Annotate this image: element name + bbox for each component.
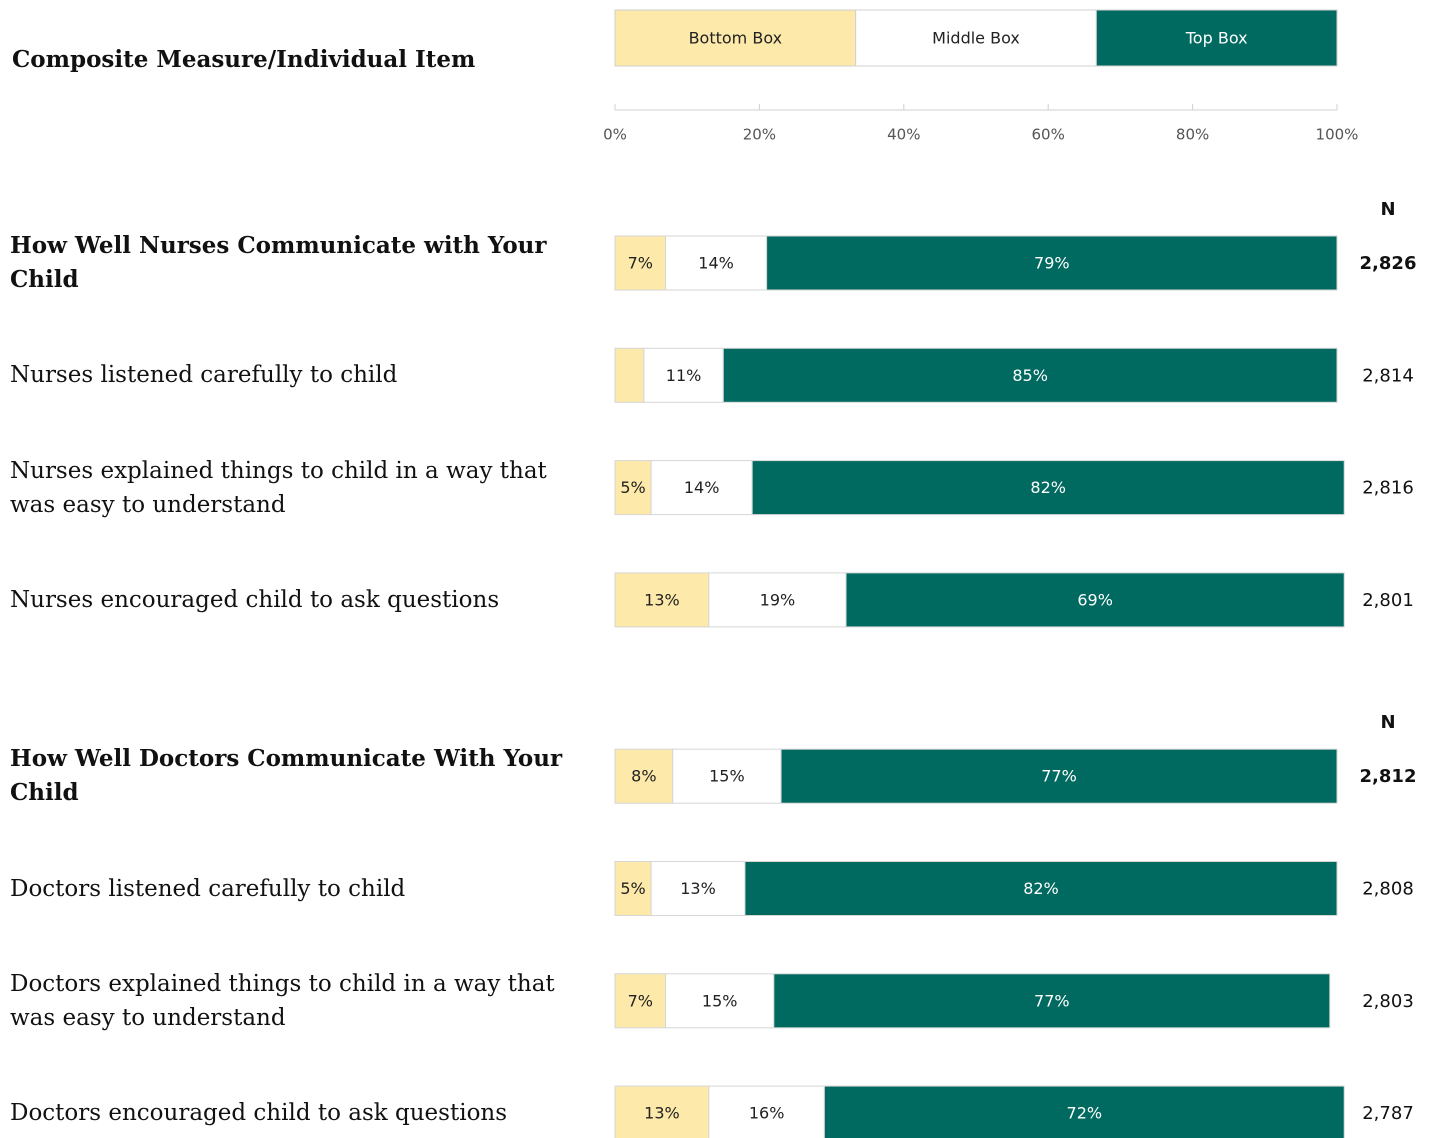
bar-value-label: 11% [666, 366, 702, 385]
x-tick-label: 0% [603, 126, 627, 144]
bar-value-label: 14% [684, 478, 720, 497]
bar-segment [722, 347, 1338, 403]
bar-value-label: 13% [680, 879, 716, 898]
bar-segment [823, 1085, 1345, 1138]
bar-value-label: 19% [760, 590, 796, 609]
bar-segment [751, 460, 1345, 516]
bar-value-label: 13% [644, 1104, 680, 1123]
bar-segment [650, 861, 746, 916]
bar-segment [650, 460, 753, 516]
bar-value-label: 79% [1034, 254, 1070, 273]
bar-segment [614, 460, 652, 516]
category-label: Doctors encouraged child to ask question… [10, 1100, 508, 1127]
bar-value-label: 14% [698, 254, 734, 273]
bar-value-label: 5% [620, 478, 645, 497]
bar-value-label: 13% [644, 590, 680, 609]
category-label: Doctors explained things to child in a w… [10, 970, 555, 1031]
bar-value-label: 8% [631, 767, 656, 786]
bar-value-label: 15% [709, 767, 745, 786]
n-value: 2,803 [1362, 991, 1414, 1012]
bar-segment [665, 235, 768, 291]
bar-value-label: 5% [620, 879, 645, 898]
n-value: 2,816 [1362, 478, 1414, 499]
bar-segment [614, 235, 667, 291]
category-label: Nurses explained things to child in a wa… [10, 457, 547, 518]
n-value: 2,812 [1360, 766, 1417, 787]
bar-value-label: 15% [702, 991, 738, 1010]
bar-segment [708, 572, 847, 628]
x-tick-label: 20% [743, 126, 776, 144]
x-tick-label: 100% [1316, 126, 1359, 144]
n-value: 2,801 [1362, 590, 1414, 611]
legend-label: Middle Box [932, 29, 1020, 48]
legend-label: Top Box [1185, 29, 1248, 48]
category-label: Nurses encouraged child to ask questions [10, 586, 500, 613]
bar-value-label: 82% [1030, 478, 1066, 497]
bar-value-label: 77% [1034, 991, 1070, 1010]
bar-value-label: 69% [1077, 590, 1113, 609]
bar-segment [845, 572, 1345, 628]
bar-value-label: 7% [628, 991, 653, 1010]
n-value: 2,787 [1362, 1103, 1414, 1124]
legend-swatch [614, 9, 857, 67]
n-value: 2,814 [1362, 365, 1414, 386]
bar-segment [766, 235, 1338, 291]
bar-segment [665, 973, 775, 1029]
bar-segment [708, 1085, 825, 1138]
bar-segment [614, 748, 674, 804]
bar-segment [614, 572, 710, 628]
x-tick-label: 40% [887, 126, 920, 144]
legend-swatch [1095, 9, 1338, 67]
x-tick-label: 80% [1176, 126, 1209, 144]
n-header: N [1380, 199, 1395, 220]
n-value: 2,826 [1360, 253, 1417, 274]
bar-value-label: 16% [749, 1104, 785, 1123]
category-label: How Well Nurses Communicate with Your Ch… [10, 232, 547, 293]
chart-title: Composite Measure/Individual Item [12, 46, 476, 73]
category-label: Doctors listened carefully to child [10, 875, 406, 902]
bar-value-label: 7% [628, 254, 653, 273]
bar-segment [780, 748, 1338, 804]
n-header: N [1380, 712, 1395, 733]
bar-segment [614, 347, 645, 403]
bar-segment [744, 861, 1338, 916]
bar-value-label: 82% [1023, 879, 1059, 898]
bar-value-label: 77% [1041, 767, 1077, 786]
bar-value-label: 85% [1012, 366, 1048, 385]
legend-label: Bottom Box [689, 29, 783, 48]
category-label: How Well Doctors Communicate With Your C… [10, 745, 563, 807]
x-tick-label: 60% [1032, 126, 1065, 144]
n-value: 2,808 [1362, 879, 1414, 900]
category-label: Nurses listened carefully to child [10, 362, 398, 389]
bar-value-label: 72% [1067, 1104, 1103, 1123]
legend-swatch [855, 9, 1097, 67]
bar-segment [773, 973, 1331, 1029]
